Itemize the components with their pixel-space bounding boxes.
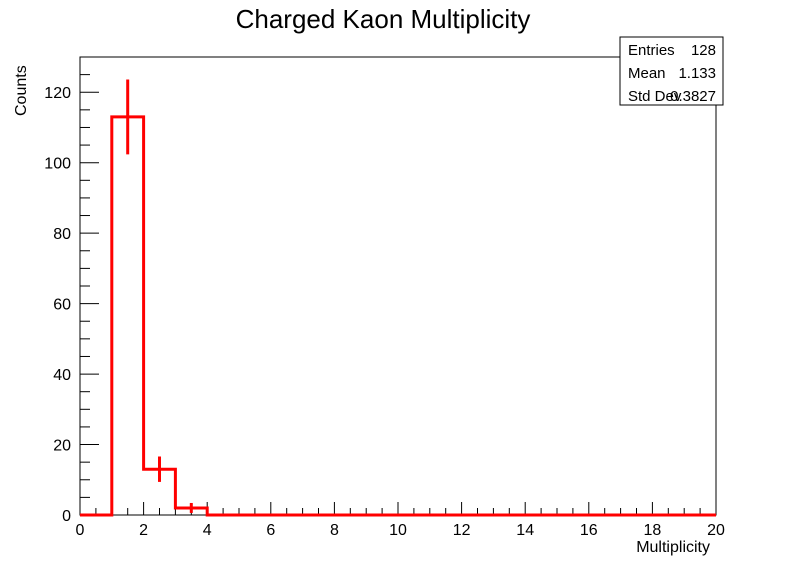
y-tick-label: 20: [53, 438, 71, 455]
x-axis-label: Multiplicity: [636, 539, 710, 556]
stats-box: Entries 128 Mean 1.133 Std Dev 0.3827: [619, 36, 724, 106]
x-axis: 0 2 4 6 8 10 12 14 16 18 20: [76, 502, 725, 539]
x-tick-label: 10: [389, 522, 407, 539]
stats-entries-label: Entries: [628, 42, 675, 59]
x-tick-label: 18: [644, 522, 662, 539]
x-tick-label: 14: [516, 522, 534, 539]
plot-frame: [79, 56, 717, 516]
y-tick-label: 60: [53, 297, 71, 314]
histogram-outline: [80, 115, 716, 517]
chart-title: Charged Kaon Multiplicity: [236, 4, 531, 34]
y-axis: 0 20 40 60 80 100 120: [44, 56, 99, 525]
y-axis-label: Counts: [13, 65, 30, 116]
y-tick-label: 100: [44, 156, 71, 173]
stats-mean-label: Mean: [628, 65, 666, 82]
y-tick-label: 120: [44, 85, 71, 102]
stats-stddev-value: 0.3827: [670, 88, 716, 105]
x-tick-label: 2: [139, 522, 148, 539]
stats-entries-value: 128: [691, 42, 716, 59]
y-tick-label: 80: [53, 226, 71, 243]
x-tick-label: 12: [453, 522, 471, 539]
x-tick-label: 4: [203, 522, 212, 539]
histogram-bars: [80, 79, 716, 517]
y-tick-label: 0: [62, 508, 71, 525]
x-tick-label: 6: [266, 522, 275, 539]
y-tick-label: 40: [53, 367, 71, 384]
x-tick-label: 0: [76, 522, 85, 539]
stats-mean-value: 1.133: [678, 65, 716, 82]
stats-frame: [619, 36, 724, 106]
x-tick-label: 8: [330, 522, 339, 539]
stats-stddev-label: Std Dev: [628, 88, 682, 105]
x-tick-label: 16: [580, 522, 598, 539]
x-tick-label: 20: [707, 522, 725, 539]
